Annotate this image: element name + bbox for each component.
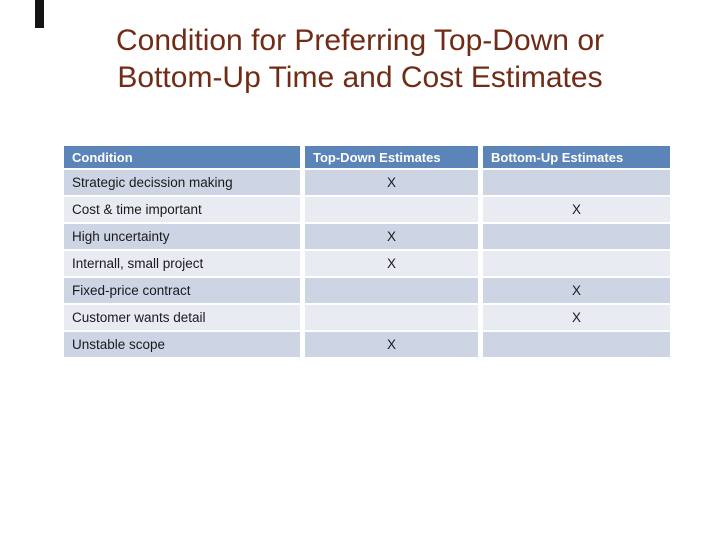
page-title-line-2: Bottom-Up Time and Cost Estimates (117, 61, 603, 94)
table-row: Customer wants detail X (64, 305, 670, 332)
top-down-cell: X (305, 332, 483, 359)
bottom-up-cell (483, 251, 670, 278)
bottom-up-cell: X (483, 278, 670, 305)
top-down-cell (305, 305, 483, 332)
top-down-cell: X (305, 170, 483, 197)
condition-cell: Unstable scope (64, 332, 305, 359)
condition-cell: Customer wants detail (64, 305, 305, 332)
top-down-cell: X (305, 224, 483, 251)
estimates-table-header: Condition Top-Down Estimates Bottom-Up E… (64, 146, 670, 170)
condition-cell: Internall, small project (64, 251, 305, 278)
top-down-cell (305, 197, 483, 224)
table-row: High uncertainty X (64, 224, 670, 251)
condition-cell: Fixed-price contract (64, 278, 305, 305)
estimates-table: Condition Top-Down Estimates Bottom-Up E… (64, 146, 670, 359)
top-down-cell (305, 278, 483, 305)
header-row: Condition Top-Down Estimates Bottom-Up E… (64, 146, 670, 170)
condition-cell: Cost & time important (64, 197, 305, 224)
table-row: Internall, small project X (64, 251, 670, 278)
condition-cell: Strategic decission making (64, 170, 305, 197)
table-row: Strategic decission making X (64, 170, 670, 197)
bottom-up-cell (483, 224, 670, 251)
top-down-cell: X (305, 251, 483, 278)
bottom-up-cell: X (483, 197, 670, 224)
corner-bar (35, 0, 44, 28)
condition-cell: High uncertainty (64, 224, 305, 251)
bottom-up-cell (483, 332, 670, 359)
table-row: Unstable scope X (64, 332, 670, 359)
page-title-line-1: Condition for Preferring Top-Down or (115, 24, 604, 57)
column-header-bottom-up: Bottom-Up Estimates (483, 146, 670, 170)
table-row: Fixed-price contract X (64, 278, 670, 305)
page-title: Condition for Preferring Top-Down or Bot… (0, 22, 720, 96)
column-header-condition: Condition (64, 146, 305, 170)
estimates-table-body: Strategic decission making X Cost & time i… (64, 170, 670, 359)
table-row: Cost & time important X (64, 197, 670, 224)
column-header-top-down: Top-Down Estimates (305, 146, 483, 170)
bottom-up-cell: X (483, 305, 670, 332)
bottom-up-cell (483, 170, 670, 197)
